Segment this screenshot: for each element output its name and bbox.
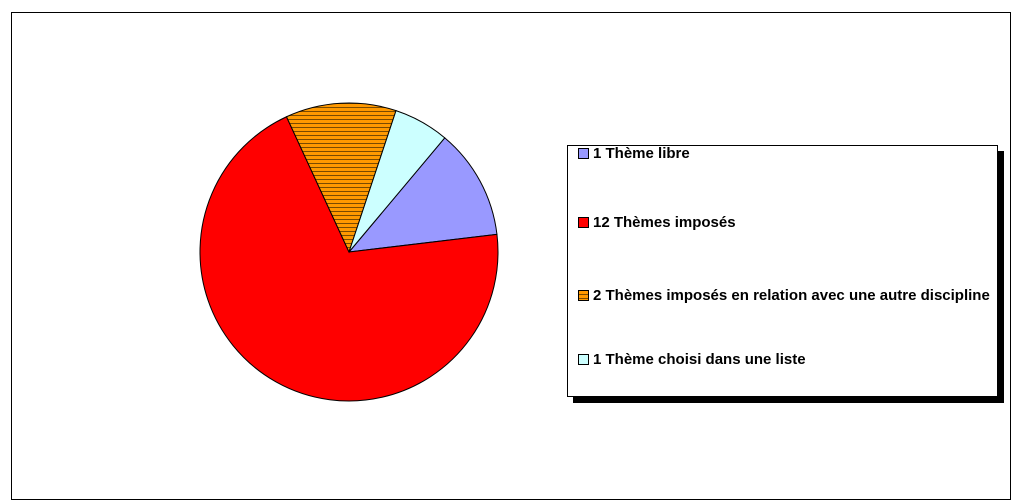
- legend-label: 12 Thèmes imposés: [593, 214, 736, 231]
- legend-swatch: [578, 354, 589, 365]
- legend-swatch: [578, 290, 589, 301]
- legend-label: 1 Thème choisi dans une liste: [593, 351, 806, 368]
- legend-label: 1 Thème libre: [593, 145, 690, 162]
- legend-label: 2 Thèmes imposés en relation avec une au…: [593, 287, 990, 304]
- chart-frame: [11, 12, 1011, 500]
- legend: 1 Thème libre 12 Thèmes imposés 2 Thèmes i…: [567, 145, 998, 397]
- legend-item: 12 Thèmes imposés: [578, 212, 993, 233]
- legend-item: 1 Thème choisi dans une liste: [578, 349, 993, 370]
- legend-item: 1 Thème libre: [578, 143, 993, 164]
- legend-swatch: [578, 148, 589, 159]
- legend-item: 2 Thèmes imposés en relation avec une au…: [578, 285, 993, 306]
- pie-slice: [199, 116, 499, 402]
- pie-slice: [285, 102, 397, 254]
- pie-slice: [348, 109, 446, 253]
- legend-swatch: [578, 217, 589, 228]
- pie-slice: [347, 137, 498, 253]
